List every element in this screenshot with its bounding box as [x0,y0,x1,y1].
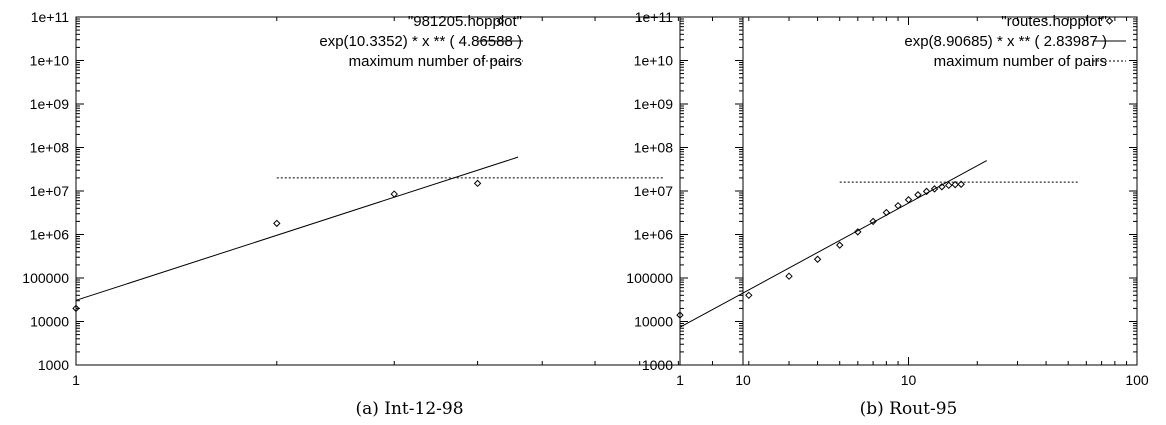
legend-label: exp(8.90685) * x ** ( 2.83987 ) [904,33,1107,50]
legend-marker [1105,17,1114,25]
data-point [957,180,965,188]
legend-marker [496,17,505,25]
panel-caption: (a) Int-12-98 [355,399,463,419]
legend-label: "981205.hopplot" [408,13,522,30]
y-tick-label: 100000 [22,270,69,286]
y-tick-label: 1e+09 [30,96,70,112]
data-point [72,304,80,313]
legend-label: maximum number of pairs [934,53,1107,70]
chart-panel-1: 1000 10000 100000 1e+06 1e+07 1e+08 1e+09 1e+10… [626,9,1149,419]
y-tick-label: 1e+06 [30,227,70,243]
data-point [676,311,684,319]
data-point [473,179,482,188]
data-point [869,217,877,226]
y-tick-label: 1e+09 [634,96,674,112]
legend-label: exp(10.3352) * x ** ( 4.86588 ) [319,33,522,50]
data-point [813,255,822,263]
data-point [922,187,931,196]
x-tick-label: 1 [72,372,80,388]
y-tick-label: 1e+08 [30,140,70,156]
x-tick-label: 10 [735,372,751,388]
y-tick-label: 1e+06 [634,227,674,243]
fit-line [75,156,519,301]
x-tick-label: 10 [901,372,917,388]
data-point [785,272,793,280]
data-point [745,291,753,300]
y-tick-label: 1000 [642,357,673,373]
data-point [273,219,281,228]
fit-line [679,160,987,328]
data-point [854,228,862,236]
data-point [951,180,959,189]
y-tick-label: 10000 [30,314,69,330]
x-tick-label: 100 [1125,372,1149,388]
y-tick-label: 1000 [38,357,69,373]
data-point [945,181,953,190]
y-tick-label: 1e+10 [30,53,70,69]
y-tick-label: 1e+10 [634,53,674,69]
y-tick-label: 10000 [634,314,673,330]
panel-caption: (b) Rout-95 [860,399,958,419]
legend-label: "routes.hopplot" [1001,13,1107,30]
y-tick-label: 1e+08 [634,140,674,156]
y-tick-label: 1e+11 [31,9,69,25]
chart-panel-0: 1000 10000 100000 1e+06 1e+07 1e+08 1e+09 1e+10… [22,9,751,419]
x-tick-label: 1 [676,372,684,388]
y-tick-label: 100000 [626,270,673,286]
legend-label: maximum number of pairs [349,53,522,70]
y-tick-label: 1e+11 [635,9,673,25]
data-point [836,241,844,249]
y-tick-label: 1e+07 [634,183,674,199]
y-tick-label: 1e+07 [30,183,70,199]
